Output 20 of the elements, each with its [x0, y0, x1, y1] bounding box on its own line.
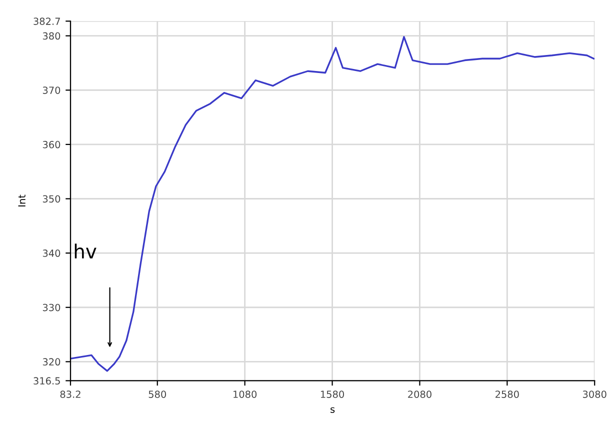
x-tick-label: 83.2 [60, 390, 80, 398]
x-tick-label: 2080 [408, 390, 432, 398]
x-tick-label: 580 [148, 390, 166, 398]
y-tick-label: 380 [42, 32, 60, 40]
x-tick-label: 1080 [234, 390, 257, 398]
y-tick-label: 330 [42, 304, 60, 312]
x-tick-label: 2580 [496, 390, 519, 398]
annotation: hv [74, 244, 96, 258]
y-tick-label: 382.7 [34, 18, 60, 25]
line-series [70, 36, 595, 372]
y-tick-label: 340 [42, 250, 60, 257]
x-tick-label: 1580 [320, 390, 344, 398]
x-tick-label: 3080 [582, 390, 606, 398]
y-tick-label: 320 [42, 358, 60, 366]
x-axis-title: s [330, 407, 335, 413]
y-tick-label: 316.5 [34, 377, 60, 385]
y-tick-label: 360 [42, 140, 60, 148]
y-axis-title: Int [18, 194, 26, 206]
y-tick-label: 350 [42, 195, 60, 203]
y-tick-label: 370 [42, 86, 60, 94]
